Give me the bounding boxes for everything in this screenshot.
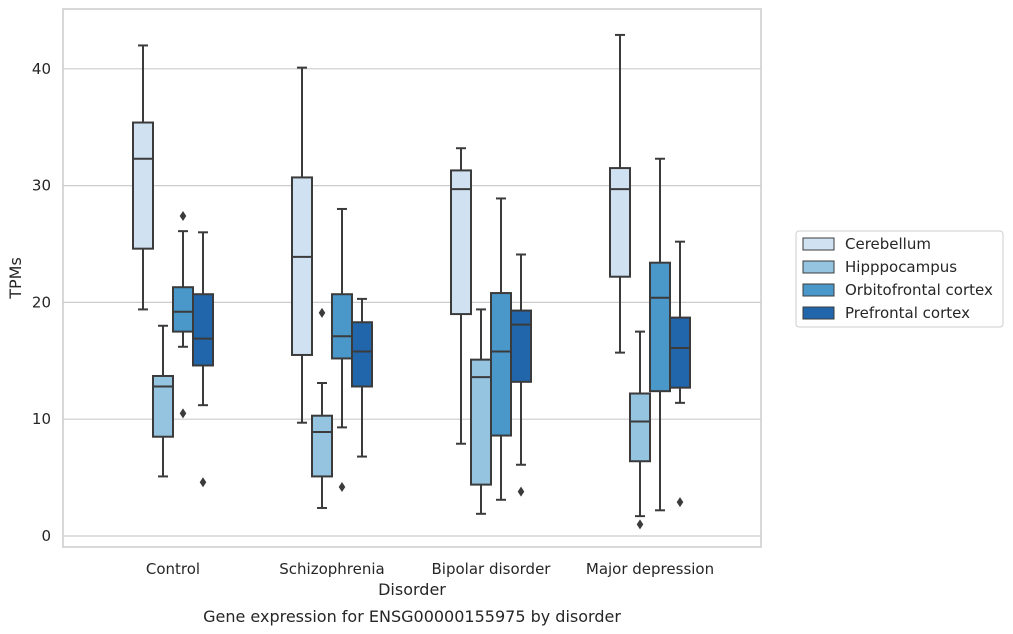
legend: Cerebellum Hipppocampus Orbitofrontal cort… (795, 230, 1004, 328)
y-tick-label: 10 (32, 410, 51, 428)
y-tick-label: 30 (32, 177, 51, 195)
box-group (669, 240, 691, 508)
box (609, 167, 631, 278)
box (132, 121, 154, 250)
chart-caption: Gene expression for ENSG00000155975 by d… (203, 607, 621, 626)
box (351, 321, 373, 388)
outlier-point (338, 481, 346, 492)
outlier-point (179, 408, 187, 419)
box (172, 286, 194, 333)
y-tick-label: 40 (32, 60, 51, 78)
outlier-point (517, 486, 525, 497)
x-tick-label: Bipolar disorder (432, 560, 552, 578)
box (629, 392, 651, 463)
box (152, 374, 174, 438)
box-group (291, 66, 313, 424)
boxes (132, 33, 691, 530)
box (311, 414, 333, 478)
box-group (649, 157, 671, 512)
legend-label: Cerebellum (845, 235, 931, 253)
outlier-point (199, 477, 207, 488)
legend-swatch (802, 283, 835, 297)
y-tick-label: 20 (32, 293, 51, 311)
x-axis-label: Disorder (378, 580, 446, 599)
box-group (470, 308, 492, 515)
box-group (331, 207, 353, 492)
box (649, 261, 671, 393)
box-group (450, 147, 472, 445)
x-axis-ticks: Control Schizophrenia Bipolar disorder Majo… (146, 560, 714, 578)
box-group (172, 210, 194, 419)
y-axis-label: TPMs (6, 257, 25, 300)
box-group (132, 44, 154, 311)
legend-label: Orbitofrontal cortex (845, 281, 993, 299)
box-group (609, 33, 631, 354)
legend-label: Hipppocampus (845, 258, 957, 276)
box (291, 176, 313, 356)
legend-frame (795, 230, 1004, 328)
outlier-point (179, 210, 187, 221)
y-axis-ticks: 0 10 20 30 40 (32, 60, 51, 545)
y-tick-label: 0 (41, 527, 51, 545)
legend-swatch (802, 260, 835, 274)
legend-items: Cerebellum Hipppocampus Orbitofrontal cort… (802, 235, 993, 322)
box (470, 358, 492, 486)
box (192, 293, 214, 367)
x-tick-label: Schizophrenia (279, 560, 384, 578)
x-tick-label: Control (146, 560, 200, 578)
box (669, 316, 691, 389)
outlier-point (676, 497, 684, 508)
box (510, 309, 532, 383)
outlier-point (318, 307, 326, 318)
box (450, 169, 472, 316)
x-tick-label: Major depression (586, 560, 714, 578)
box (331, 293, 353, 360)
box-group (629, 330, 651, 530)
box (490, 292, 512, 437)
legend-swatch (802, 306, 835, 320)
box-group (311, 307, 333, 509)
legend-label: Prefrontal cortex (845, 304, 970, 322)
box-group (152, 324, 174, 478)
box-group (490, 197, 512, 501)
box-group (351, 297, 373, 458)
legend-swatch (802, 237, 835, 251)
outlier-point (636, 519, 644, 530)
box-group (192, 231, 214, 488)
plot-area-frame (62, 8, 762, 548)
box-group (510, 253, 532, 497)
